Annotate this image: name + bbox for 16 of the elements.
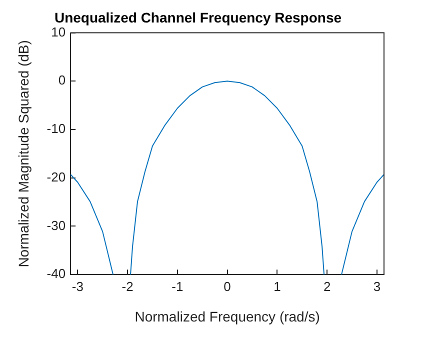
y-tick-label: 0 (58, 72, 66, 88)
chart-title: Unequalized Channel Frequency Response (54, 9, 342, 26)
y-tick-label: -40 (46, 266, 66, 282)
y-tick-label: -20 (46, 169, 66, 184)
y-tick-label: -10 (46, 121, 66, 136)
x-axis-title: Normalized Frequency (rad/s) (134, 308, 320, 324)
y-tick-label: 10 (51, 24, 66, 40)
x-tick-label: 3 (373, 278, 381, 294)
x-tick-label: -2 (122, 278, 134, 294)
y-axis-title: Normalized Magnitude Squared (dB) (15, 40, 32, 268)
x-tick-label: -1 (172, 278, 184, 294)
x-tick-label: 1 (274, 278, 281, 294)
x-tick-label: 2 (323, 278, 331, 294)
y-tick-label: -30 (46, 218, 66, 233)
x-tick-label: -3 (72, 278, 84, 294)
x-tick-label: 0 (224, 278, 231, 294)
